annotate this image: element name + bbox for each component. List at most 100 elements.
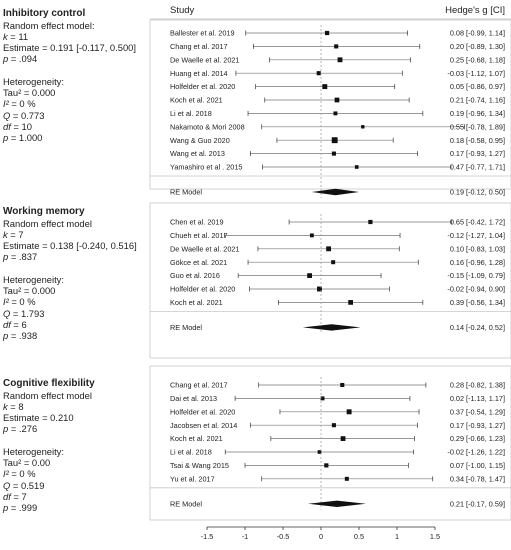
effect-label: 0.37 [-0.54, 1.29] <box>450 407 505 416</box>
estimate-row: Estimate = 0.191 [-0.117, 0.500] <box>3 42 136 54</box>
effect-label: 0.28 [-0.82, 1.38] <box>450 381 505 390</box>
heterogeneity-title: Heterogeneity: <box>3 273 64 285</box>
point-estimate <box>331 423 336 428</box>
study-name: Holfelder et al. 2020 <box>170 407 235 416</box>
effect-label: 0.21 [-0.74, 1.16] <box>450 96 505 105</box>
df-row: df = 6 <box>3 318 27 330</box>
study-name: Li et al. 2018 <box>170 109 212 118</box>
point-estimate <box>368 219 373 225</box>
study-name: Tsai & Wang 2015 <box>170 461 229 470</box>
group-frame <box>149 19 511 190</box>
k-value: 8 <box>18 400 24 412</box>
model-name: RE Model <box>170 188 202 197</box>
effect-label: 0.16 [-0.96, 1.28] <box>450 258 505 267</box>
model-label: Random effect model <box>3 389 92 401</box>
study-name: Chen et al. 2019 <box>170 218 224 227</box>
x-axis-tick-label: -1.5 <box>201 532 214 541</box>
estimate-row: Estimate = 0.138 [-0.240, 0.516] <box>3 240 137 252</box>
p-row: p = .837 <box>3 251 38 263</box>
study-name: Holfelder et al. 2020 <box>170 285 235 294</box>
point-estimate <box>309 233 314 238</box>
p-row: p = .276 <box>3 423 38 435</box>
study-name: Koch et al. 2021 <box>170 434 223 443</box>
effect-label: 0.25 [-0.68, 1.18] <box>450 55 505 64</box>
model-label: 0.21 [-0.17, 0.59] <box>450 499 505 508</box>
x-axis-tick-label: -1 <box>242 532 249 541</box>
study-name: De Waelle et al. 2021 <box>170 244 240 253</box>
point-estimate <box>324 30 330 36</box>
study-name: Holfelder et al. 2020 <box>170 82 235 91</box>
study-name: Chueh et al. 2017 <box>170 231 228 240</box>
point-estimate <box>337 57 343 63</box>
df-value: 7 <box>21 490 27 502</box>
p-value: .276 <box>18 423 38 435</box>
effect-label: 0.10 [-0.83, 1.03] <box>450 244 505 253</box>
study-name: Ballester et al. 2019 <box>170 29 235 38</box>
section-title: Inhibitory control <box>3 8 86 19</box>
q-value: 0.519 <box>20 479 45 491</box>
study-name: Wang & Guo 2020 <box>170 136 230 145</box>
df-row: df = 7 <box>3 490 27 502</box>
i2-symbol: I² <box>3 296 9 308</box>
k-row: k = 11 <box>3 30 29 42</box>
summary-diamond <box>302 324 361 331</box>
point-estimate <box>324 463 329 468</box>
heterogeneity-title: Heterogeneity: <box>3 445 64 457</box>
effect-label: 0.39 [-0.56, 1.34] <box>450 298 505 307</box>
study-name: Yamashiro et al . 2015 <box>170 163 242 172</box>
p2-value: .999 <box>18 502 38 514</box>
study-column-header: Study <box>170 5 195 16</box>
q-row: Q = 0.773 <box>3 109 45 121</box>
q-symbol: Q <box>3 109 11 121</box>
model-label: Random effect model: <box>3 19 95 31</box>
effect-label: 0.18 [-0.58, 0.95] <box>450 136 505 145</box>
p2-symbol: p <box>3 132 9 144</box>
effect-label: 0.20 [-0.89, 1.30] <box>450 42 505 51</box>
x-axis-tick-label: 0 <box>319 532 323 541</box>
cognitive-stats-panel: Cognitive flexibility Random effect mode… <box>3 378 103 513</box>
x-axis-tick-label: 1 <box>395 532 399 541</box>
point-estimate <box>322 84 328 90</box>
q-row: Q = 0.519 <box>3 479 45 491</box>
study-name: Yu et al. 2017 <box>170 474 215 483</box>
p2-symbol: p <box>3 330 9 342</box>
p-symbol: p <box>3 423 9 435</box>
section-title: Cognitive flexibility <box>3 378 95 389</box>
section-title: Working memory <box>3 206 85 217</box>
plot-layer: Ballester et al. 2019 0.08 [-0.99, 1.14] C… <box>149 19 511 541</box>
effect-label: 0.47 [-0.77, 1.71] <box>450 163 505 172</box>
point-estimate <box>348 300 354 305</box>
point-estimate <box>334 44 339 49</box>
k-symbol: k <box>3 30 8 42</box>
study-name: Chang et al. 2017 <box>170 42 228 51</box>
x-axis-tick-label: 1.5 <box>430 532 440 541</box>
p2-row: p = 1.000 <box>3 132 43 144</box>
study-name: Chang et al. 2017 <box>170 381 228 390</box>
summary-diamond <box>308 500 366 507</box>
study-name: De Waelle et al. 2021 <box>170 55 240 64</box>
study-name: Koch et al. 2021 <box>170 298 223 307</box>
model-label: Random effect model <box>3 217 92 229</box>
point-estimate <box>331 260 336 265</box>
p2-value: .938 <box>18 330 38 342</box>
effect-label: 0.07 [-1.00, 1.15] <box>450 461 505 470</box>
effect-label: 0.65 [-0.42, 1.72] <box>450 218 505 227</box>
i2-value: 0 % <box>19 296 36 308</box>
x-axis-tick-label: -0.5 <box>277 532 290 541</box>
i2-symbol: I² <box>3 468 9 480</box>
effect-label: 0.17 [-0.93, 1.27] <box>450 421 505 430</box>
df-row: df = 10 <box>3 120 32 132</box>
i2-row: I² = 0 % <box>3 296 36 308</box>
effect-label: -0.02 [-1.26, 1.22] <box>447 448 505 457</box>
k-value: 7 <box>18 228 24 240</box>
point-estimate <box>346 409 352 415</box>
effect-label: 0.05 [-0.86, 0.97] <box>450 82 505 91</box>
x-axis-tick-label: 0.5 <box>354 532 364 541</box>
point-estimate <box>317 450 322 454</box>
point-estimate <box>361 125 365 129</box>
point-estimate <box>333 111 338 116</box>
k-row: k = 7 <box>3 228 24 240</box>
model-label: 0.14 [-0.24, 0.52] <box>450 323 505 332</box>
study-name: Li et al. 2018 <box>170 448 212 457</box>
p-symbol: p <box>3 53 9 65</box>
